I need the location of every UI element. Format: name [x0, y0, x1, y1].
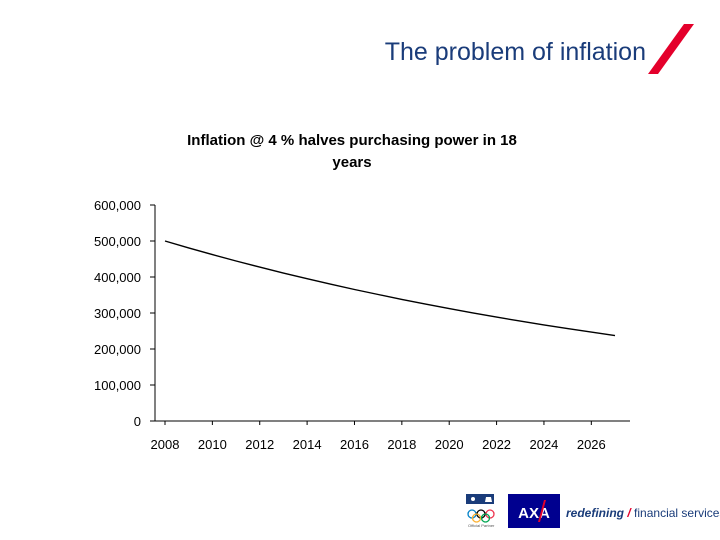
x-tick-label: 2012	[245, 437, 274, 452]
footer: Official Partner AXA redefining / financ…	[464, 490, 720, 530]
svg-text:AXA: AXA	[518, 505, 550, 522]
line-chart: 0 100,000 200,000 300,000 400,000 500,000 600,…	[94, 198, 630, 452]
y-tick-label: 0	[134, 414, 141, 429]
y-tick-label: 300,000	[94, 306, 141, 321]
x-tick-label: 2010	[198, 437, 227, 452]
x-tick-label: 2018	[387, 437, 416, 452]
y-tick-label: 100,000	[94, 378, 141, 393]
tagline-rest: financial services	[634, 506, 720, 520]
chart-title: Inflation @ 4 % halves purchasing power …	[150, 130, 554, 174]
chart-title-line-2: years	[332, 154, 372, 171]
tagline-slash: /	[627, 506, 631, 520]
x-tick-label: 2014	[293, 437, 322, 452]
tagline-bold: redefining	[566, 506, 625, 520]
tagline: redefining / financial services	[566, 506, 720, 520]
axa-logo-icon: AXA	[508, 494, 560, 528]
y-tick-label: 400,000	[94, 270, 141, 285]
x-tick-label: 2024	[529, 437, 558, 452]
slide-title: The problem of inflation	[384, 38, 646, 66]
series-line-0	[164, 240, 616, 337]
olympic-partner-icon	[466, 494, 495, 523]
y-tick-label: 600,000	[94, 198, 141, 213]
x-tick-label: 2020	[435, 437, 464, 452]
slash-accent-icon	[648, 24, 694, 74]
y-tick-label: 200,000	[94, 342, 141, 357]
partner-text: Official Partner	[468, 523, 495, 528]
chart-title-line-1: Inflation @ 4 % halves purchasing power …	[187, 132, 517, 149]
x-tick-label: 2008	[151, 437, 180, 452]
x-tick-label: 2016	[340, 437, 369, 452]
x-tick-label: 2022	[482, 437, 511, 452]
x-tick-label: 2026	[577, 437, 606, 452]
y-tick-label: 500,000	[94, 234, 141, 249]
